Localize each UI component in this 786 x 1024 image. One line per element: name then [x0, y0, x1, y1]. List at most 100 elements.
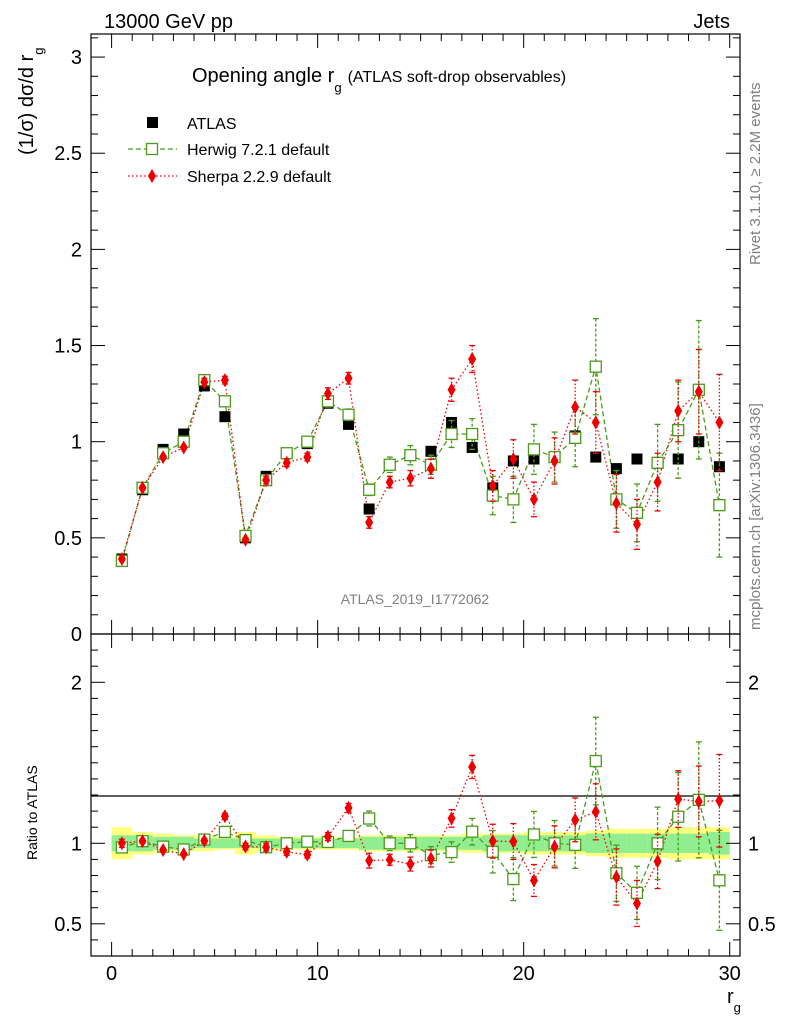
- sherpa-point: [426, 461, 435, 476]
- herwig-point: [362, 483, 376, 496]
- sherpa-ratio-point: [468, 759, 477, 774]
- herwig-point: [713, 499, 726, 512]
- legend-herwig-marker: [145, 142, 159, 156]
- herwig-point: [342, 408, 355, 421]
- sherpa-point: [632, 517, 641, 532]
- sherpa-ratio-point: [694, 794, 703, 809]
- herwig-ratio-point: [445, 845, 458, 859]
- sherpa-point: [138, 480, 147, 495]
- sherpa-ratio-point: [571, 812, 580, 827]
- herwig-point: [466, 427, 479, 441]
- ratio-band-inner-bin: [214, 838, 236, 849]
- atlas-point: [466, 441, 478, 453]
- sherpa-ratio-point: [674, 792, 683, 807]
- herwig-point: [651, 456, 664, 469]
- legend-atlas-marker: [147, 117, 158, 128]
- sherpa-point: [612, 496, 621, 511]
- sherpa-point: [303, 450, 312, 465]
- sherpa-ratio-point: [117, 836, 126, 851]
- sherpa-ratio-point: [344, 800, 353, 815]
- sherpa-ratio-point: [591, 804, 600, 819]
- sherpa-ratio-point: [406, 857, 415, 872]
- sherpa-ratio-point: [715, 793, 724, 808]
- sherpa-ratio-point: [138, 834, 147, 849]
- herwig-point: [445, 427, 458, 441]
- sherpa-point: [282, 455, 291, 470]
- y-tick-label-main: 0.5: [54, 528, 82, 550]
- sherpa-ratio-point: [200, 833, 209, 848]
- sherpa-point: [117, 552, 126, 566]
- atlas-point: [363, 503, 375, 515]
- herwig-ratio-point: [404, 837, 417, 850]
- sherpa-point: [447, 382, 456, 397]
- y-tick-label-main: 1.5: [54, 336, 82, 358]
- y-axis-label-main: (1/σ) dσ/d rg: [16, 48, 46, 156]
- axis-ticks: 0 10 20 30 0 0.5 1 1.5 2 2.5 3 0.5 0.5 1 1 2 2: [54, 34, 776, 985]
- ratio-band-inner-bin: [338, 838, 359, 849]
- legend: ATLAS Herwig 7.2.1 default Sherpa 2.2.9 …: [128, 116, 332, 186]
- sherpa-ratio-point: [426, 851, 435, 866]
- atlas-point: [425, 445, 437, 457]
- sherpa-line-main: [121, 357, 720, 560]
- y-tick-label-ratio: 0.5: [54, 914, 82, 936]
- herwig-line-main: [121, 366, 721, 562]
- ratio-band-inner-bin: [626, 833, 648, 853]
- sherpa-point: [509, 452, 518, 466]
- sherpa-point: [323, 386, 332, 401]
- x-tick-label: 20: [513, 963, 535, 985]
- sherpa-ratio-point: [303, 847, 312, 862]
- sherpa-point: [529, 492, 538, 507]
- herwig-ratio-point: [362, 812, 376, 825]
- sherpa-ratio-point: [262, 840, 271, 855]
- sherpa-point: [488, 478, 497, 493]
- sherpa-point: [571, 400, 580, 415]
- sherpa-ratio-point: [241, 839, 250, 854]
- x-axis-label: rg: [727, 986, 741, 1015]
- y-tick-label-main: 2.5: [54, 143, 82, 165]
- ratio-band-inner-bin: [585, 833, 607, 853]
- sherpa-point: [365, 515, 374, 530]
- y-tick-label-ratio-right: 0.5: [748, 914, 776, 936]
- sherpa-point: [674, 403, 683, 418]
- y-tick-label-main: 2: [71, 239, 82, 261]
- atlas-point: [610, 463, 622, 475]
- herwig-ratio-point: [507, 872, 520, 886]
- x-tick-label: 0: [106, 963, 117, 985]
- atlas-point: [343, 418, 355, 430]
- rivet-label: Rivet 3.1.10, ≥ 2.2M events: [747, 83, 764, 266]
- atlas-point: [528, 453, 540, 465]
- x-tick-label: 30: [719, 963, 741, 985]
- y-tick-label-main: 0: [71, 624, 82, 646]
- herwig-ratio-point: [651, 837, 664, 850]
- sherpa-ratio-point: [365, 853, 374, 868]
- atlas-point: [631, 453, 643, 465]
- sherpa-point: [694, 384, 703, 399]
- legend-sherpa-label: Sherpa 2.2.9 default: [187, 169, 332, 186]
- herwig-ratio-point: [301, 835, 314, 848]
- sherpa-point: [220, 373, 229, 388]
- y-tick-label-main: 3: [71, 47, 82, 69]
- ratio-band-inner-bin: [461, 836, 483, 850]
- sherpa-point: [715, 415, 724, 430]
- herwig-line-ratio: [121, 760, 721, 894]
- sherpa-ratio-point: [612, 869, 621, 884]
- data-marks: [115, 317, 726, 931]
- sherpa-line: [121, 357, 720, 905]
- herwig-ratio-point: [589, 754, 602, 768]
- atlas-point: [590, 451, 602, 463]
- analysis-id: ATLAS_2019_I1772062: [341, 591, 490, 607]
- legend-sherpa-marker: [148, 169, 156, 183]
- chart-title: Opening angle rg(ATLAS soft-drop observa…: [192, 65, 566, 95]
- sherpa-ratio-point: [385, 852, 394, 867]
- ratio-band-inner-bin: [606, 833, 627, 853]
- herwig-point: [569, 431, 582, 444]
- sherpa-ratio-point: [509, 834, 518, 849]
- sherpa-ratio-point: [488, 834, 497, 849]
- y-axis-label-ratio: Ratio to ATLAS: [24, 765, 40, 860]
- sherpa-ratio-point: [179, 847, 188, 862]
- ratio-frame: [90, 633, 741, 957]
- herwig-point: [218, 395, 232, 408]
- sherpa-ratio-point: [220, 809, 229, 824]
- sherpa-point: [200, 375, 209, 390]
